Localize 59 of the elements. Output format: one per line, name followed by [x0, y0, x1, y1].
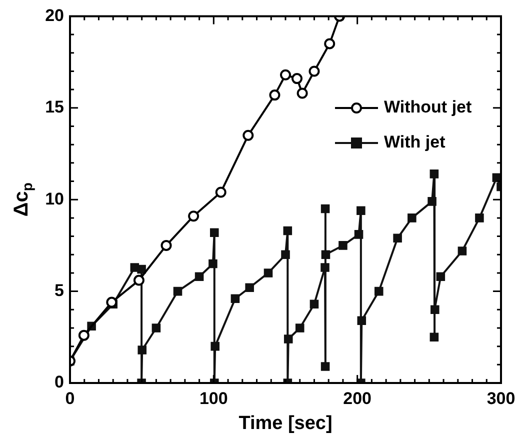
point: [210, 342, 220, 351]
x-tick-label: 200: [343, 388, 372, 408]
legend-label: Without jet: [384, 98, 472, 117]
point: [230, 294, 240, 304]
point: [173, 286, 182, 296]
point: [430, 305, 440, 314]
point: [356, 206, 366, 215]
point: [242, 130, 254, 141]
point: [357, 316, 366, 326]
point: [310, 300, 319, 309]
point: [264, 268, 273, 278]
point: [188, 210, 200, 222]
point: [137, 264, 146, 274]
point: [210, 228, 219, 237]
y-tick-label: 0: [54, 372, 64, 392]
point: [354, 230, 364, 239]
point: [374, 286, 384, 296]
point: [106, 296, 118, 308]
point: [308, 66, 320, 77]
point: [430, 332, 439, 342]
point: [160, 240, 172, 251]
point: [291, 73, 302, 84]
point: [458, 246, 467, 256]
point: [194, 272, 204, 282]
y-tick-label: 5: [54, 280, 64, 300]
legend-label: With jet: [384, 132, 446, 152]
point: [338, 241, 348, 250]
point: [408, 214, 416, 222]
point: [296, 88, 308, 99]
x-axis-title: Time [sec]: [238, 413, 332, 434]
point: [436, 272, 446, 282]
point: [321, 250, 330, 260]
point: [430, 170, 439, 178]
point: [320, 204, 330, 214]
point: [475, 214, 484, 222]
point: [152, 324, 161, 332]
point: [428, 197, 436, 206]
point: [281, 250, 290, 260]
point: [208, 259, 218, 268]
y-tick-label: 20: [45, 6, 64, 25]
point: [245, 283, 254, 292]
point: [324, 38, 336, 50]
point: [283, 226, 292, 236]
point: [284, 334, 293, 344]
point: [269, 90, 280, 101]
x-tick-label: 100: [199, 388, 228, 408]
point: [215, 186, 226, 198]
point: [393, 234, 402, 243]
point: [320, 263, 330, 272]
y-tick-label: 15: [45, 98, 64, 117]
point: [133, 274, 144, 286]
point: [280, 69, 291, 80]
x-tick-label: 300: [486, 388, 516, 408]
y-axis-title: Δcp: [10, 182, 35, 217]
point: [295, 324, 304, 332]
y-tick-label: 10: [45, 189, 64, 208]
point: [320, 362, 330, 371]
point: [138, 346, 147, 354]
point: [78, 330, 90, 341]
